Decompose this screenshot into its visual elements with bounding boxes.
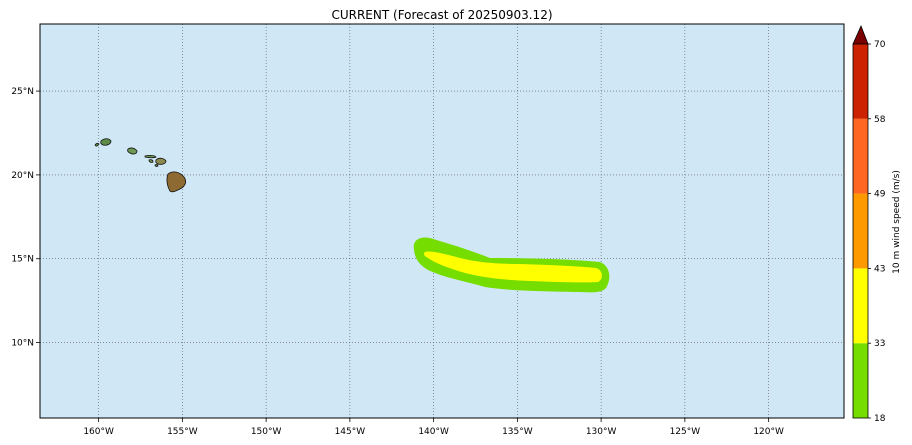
lat-tick-label: 25°N [11, 87, 34, 97]
lon-tick-label: 140°W [418, 427, 449, 437]
island-maui [155, 157, 167, 165]
colorbar-label: 10 m wind speed (m/s) [892, 170, 902, 274]
island-kahoolawe [154, 164, 159, 167]
lat-tick-label: 10°N [11, 339, 34, 349]
colorbar-segment [853, 44, 868, 119]
lon-tick-label: 145°W [335, 427, 366, 437]
island-lanai [148, 159, 154, 163]
colorbar-frame [852, 43, 869, 419]
colorbar-segment [853, 343, 868, 418]
island-big-island [166, 171, 187, 193]
lon-tick-label: 135°W [502, 427, 533, 437]
hawaiian-islands [94, 138, 187, 193]
lat-tick-label: 15°N [11, 255, 34, 265]
colorbar-tick-label: 70 [874, 40, 886, 50]
colorbar-tick-label: 58 [874, 115, 886, 125]
lon-tick-label: 160°W [83, 427, 114, 437]
island-niihau [94, 142, 100, 147]
map-title: CURRENT (Forecast of 20250903.12) [331, 8, 552, 22]
colorbar-segment [853, 268, 868, 344]
colorbar-segment [853, 118, 868, 194]
island-molokai [144, 154, 157, 159]
lon-tick-label: 120°W [753, 427, 784, 437]
island-kauai [100, 138, 112, 146]
colorbar-tick-label: 18 [874, 414, 886, 424]
colorbar-tick-label: 43 [874, 264, 885, 274]
map-border [39, 23, 845, 419]
map-ocean-background [40, 24, 844, 418]
wind-swath-inner [424, 251, 602, 283]
lon-tick-label: 130°W [586, 427, 617, 437]
latitude-ticks: 25°N 20°N 15°N 10°N [11, 87, 40, 349]
colorbar-extend-arrow [852, 24, 869, 45]
colorbar-tick-label: 49 [874, 190, 886, 200]
island-oahu [127, 147, 138, 155]
longitude-ticks: 160°W 155°W 150°W 145°W 140°W 135°W 130°W 125°W… [83, 418, 784, 437]
colorbar-segment [853, 193, 868, 269]
lat-tick-label: 20°N [11, 171, 34, 181]
lon-tick-label: 125°W [670, 427, 701, 437]
lon-tick-label: 155°W [167, 427, 198, 437]
colorbar-tick-label: 33 [874, 339, 885, 349]
lon-tick-label: 150°W [251, 427, 282, 437]
colorbar: 18 33 43 49 58 70 10 m wind speed (m/s) [852, 24, 902, 424]
